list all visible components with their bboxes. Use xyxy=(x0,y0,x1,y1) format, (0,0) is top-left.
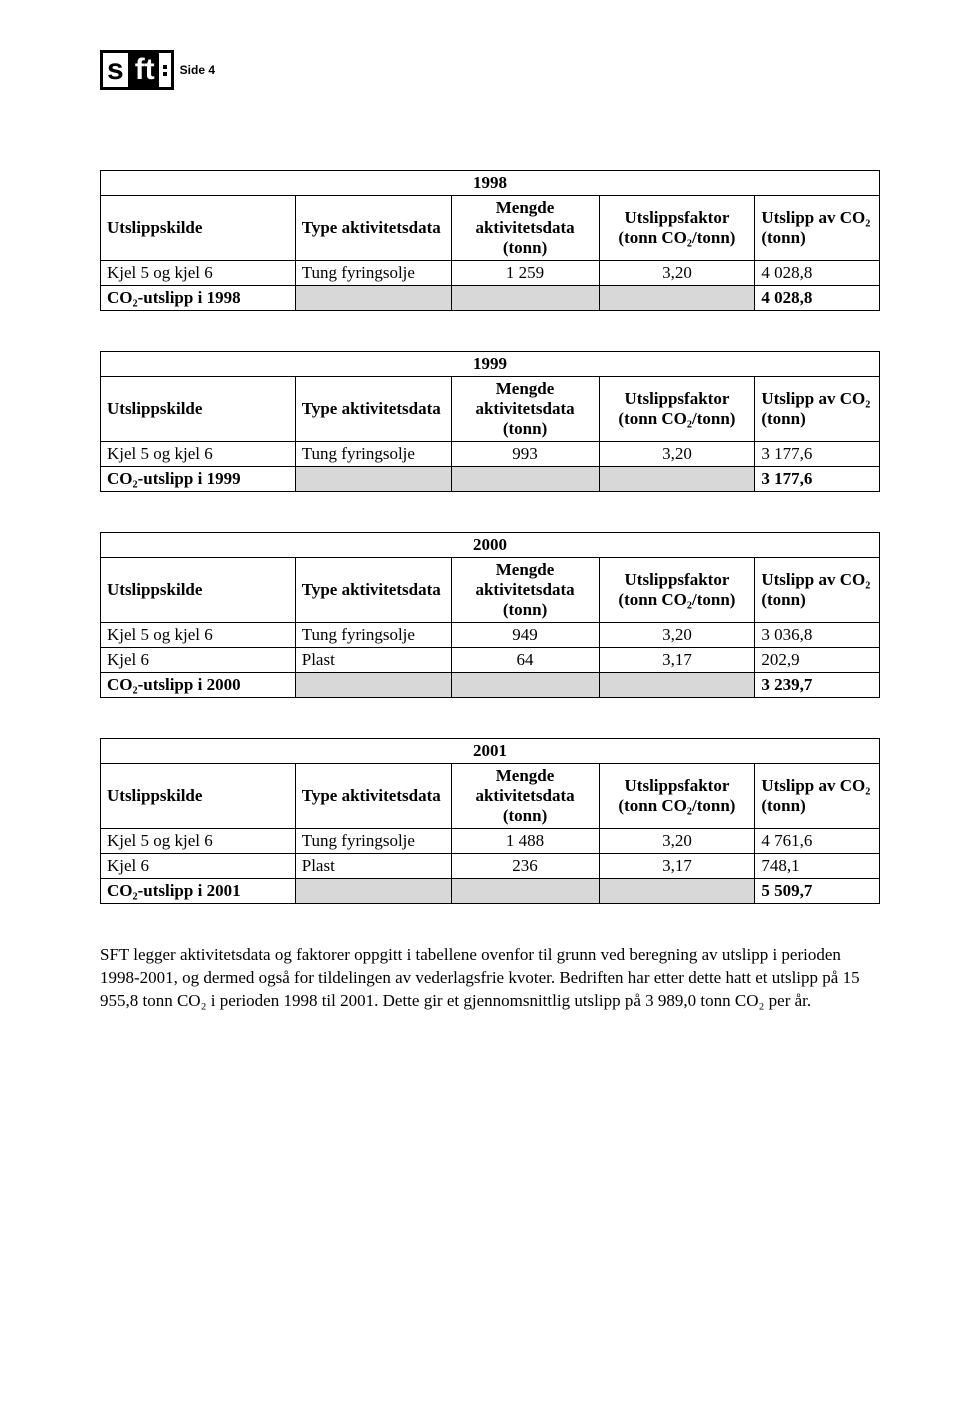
table-year: 2001 xyxy=(101,739,880,764)
shaded-cell xyxy=(295,467,451,492)
shaded-cell xyxy=(451,286,599,311)
emissions-table-2001: 2001UtslippskildeType aktivitetsdataMeng… xyxy=(100,738,880,904)
table-row: Kjel 6Plast643,17202,9 xyxy=(101,648,880,673)
table-year: 2000 xyxy=(101,533,880,558)
shaded-cell xyxy=(295,286,451,311)
emissions-table-2000: 2000UtslippskildeType aktivitetsdataMeng… xyxy=(100,532,880,698)
column-header: Mengde aktivitetsdata (tonn) xyxy=(451,196,599,261)
table-row: Kjel 6Plast2363,17748,1 xyxy=(101,854,880,879)
column-header: Utslippskilde xyxy=(101,764,296,829)
table-row: Kjel 5 og kjel 6Tung fyringsolje9933,203… xyxy=(101,442,880,467)
total-label: CO₂-utslipp i 1999 xyxy=(101,467,296,492)
cell: 748,1 xyxy=(755,854,880,879)
cell: 4 761,6 xyxy=(755,829,880,854)
cell: 3,20 xyxy=(599,442,755,467)
shaded-cell xyxy=(599,879,755,904)
cell: Kjel 5 og kjel 6 xyxy=(101,829,296,854)
cell: Tung fyringsolje xyxy=(295,623,451,648)
table-year: 1999 xyxy=(101,352,880,377)
logo-letters-ft: ft xyxy=(131,53,159,87)
column-header: Utslippsfaktor (tonn CO₂/tonn) xyxy=(599,196,755,261)
column-header: Utslippskilde xyxy=(101,558,296,623)
cell: 236 xyxy=(451,854,599,879)
shaded-cell xyxy=(295,879,451,904)
cell: Plast xyxy=(295,648,451,673)
cell: Kjel 6 xyxy=(101,854,296,879)
total-value: 3 239,7 xyxy=(755,673,880,698)
column-header: Type aktivitetsdata xyxy=(295,558,451,623)
body-paragraph: SFT legger aktivitetsdata og faktorer op… xyxy=(100,944,880,1013)
cell: 3 177,6 xyxy=(755,442,880,467)
shaded-cell xyxy=(451,467,599,492)
column-header: Utslipp av CO₂ (tonn) xyxy=(755,377,880,442)
column-header: Type aktivitetsdata xyxy=(295,377,451,442)
page-header: s ft Side 4 xyxy=(100,50,880,90)
logo-letter-s: s xyxy=(103,53,131,87)
cell: 949 xyxy=(451,623,599,648)
cell: Kjel 5 og kjel 6 xyxy=(101,623,296,648)
shaded-cell xyxy=(451,879,599,904)
column-header: Utslippsfaktor (tonn CO₂/tonn) xyxy=(599,377,755,442)
page-number-label: Side 4 xyxy=(180,63,215,77)
column-header: Utslipp av CO₂ (tonn) xyxy=(755,764,880,829)
table-row: Kjel 5 og kjel 6Tung fyringsolje1 4883,2… xyxy=(101,829,880,854)
shaded-cell xyxy=(599,673,755,698)
cell: Tung fyringsolje xyxy=(295,442,451,467)
column-header: Type aktivitetsdata xyxy=(295,764,451,829)
column-header: Utslipp av CO₂ (tonn) xyxy=(755,196,880,261)
column-header: Mengde aktivitetsdata (tonn) xyxy=(451,377,599,442)
shaded-cell xyxy=(599,286,755,311)
cell: Kjel 6 xyxy=(101,648,296,673)
column-header: Utslippskilde xyxy=(101,196,296,261)
cell: 3,20 xyxy=(599,829,755,854)
cell: 202,9 xyxy=(755,648,880,673)
tables-container: 1998UtslippskildeType aktivitetsdataMeng… xyxy=(100,170,880,904)
cell: Tung fyringsolje xyxy=(295,829,451,854)
column-header: Utslippskilde xyxy=(101,377,296,442)
total-label: CO₂-utslipp i 2001 xyxy=(101,879,296,904)
cell: 3,20 xyxy=(599,261,755,286)
sft-logo: s ft xyxy=(100,50,174,90)
column-header: Utslippsfaktor (tonn CO₂/tonn) xyxy=(599,764,755,829)
emissions-table-1999: 1999UtslippskildeType aktivitetsdataMeng… xyxy=(100,351,880,492)
cell: 1 488 xyxy=(451,829,599,854)
cell: Tung fyringsolje xyxy=(295,261,451,286)
cell: 1 259 xyxy=(451,261,599,286)
shaded-cell xyxy=(451,673,599,698)
emissions-table-1998: 1998UtslippskildeType aktivitetsdataMeng… xyxy=(100,170,880,311)
logo-colon-icon xyxy=(159,65,171,76)
cell: 3,20 xyxy=(599,623,755,648)
cell: Plast xyxy=(295,854,451,879)
column-header: Type aktivitetsdata xyxy=(295,196,451,261)
total-value: 5 509,7 xyxy=(755,879,880,904)
column-header: Utslippsfaktor (tonn CO₂/tonn) xyxy=(599,558,755,623)
cell: 3,17 xyxy=(599,854,755,879)
table-year: 1998 xyxy=(101,171,880,196)
cell: Kjel 5 og kjel 6 xyxy=(101,442,296,467)
total-label: CO₂-utslipp i 2000 xyxy=(101,673,296,698)
shaded-cell xyxy=(599,467,755,492)
cell: 64 xyxy=(451,648,599,673)
cell: 4 028,8 xyxy=(755,261,880,286)
cell: 993 xyxy=(451,442,599,467)
shaded-cell xyxy=(295,673,451,698)
total-value: 4 028,8 xyxy=(755,286,880,311)
cell: 3 036,8 xyxy=(755,623,880,648)
total-label: CO₂-utslipp i 1998 xyxy=(101,286,296,311)
table-row: Kjel 5 og kjel 6Tung fyringsolje9493,203… xyxy=(101,623,880,648)
column-header: Mengde aktivitetsdata (tonn) xyxy=(451,558,599,623)
cell: Kjel 5 og kjel 6 xyxy=(101,261,296,286)
column-header: Mengde aktivitetsdata (tonn) xyxy=(451,764,599,829)
column-header: Utslipp av CO₂ (tonn) xyxy=(755,558,880,623)
total-value: 3 177,6 xyxy=(755,467,880,492)
table-row: Kjel 5 og kjel 6Tung fyringsolje1 2593,2… xyxy=(101,261,880,286)
cell: 3,17 xyxy=(599,648,755,673)
